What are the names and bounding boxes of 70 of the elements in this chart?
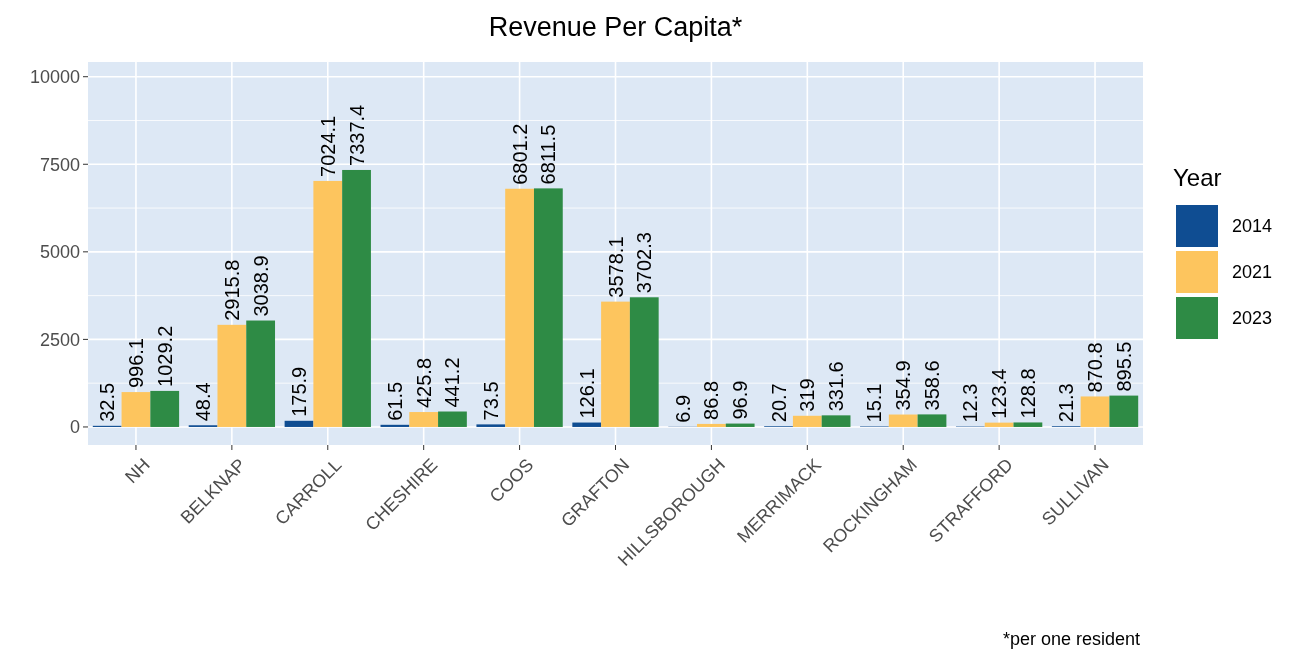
data-label: 331.6 xyxy=(825,361,848,412)
data-label: 870.8 xyxy=(1084,342,1107,393)
data-label: 895.5 xyxy=(1112,341,1135,392)
data-label: 3578.1 xyxy=(604,236,627,298)
data-label: 61.5 xyxy=(383,381,406,421)
data-label: 6.9 xyxy=(671,394,694,423)
legend-title: Year xyxy=(1173,164,1222,191)
bar xyxy=(888,414,918,427)
bar xyxy=(1109,395,1139,427)
data-label: 21.3 xyxy=(1055,383,1078,423)
bar xyxy=(217,324,247,427)
bar xyxy=(601,301,630,427)
bar xyxy=(533,188,563,427)
data-label: 32.5 xyxy=(96,382,119,422)
bar xyxy=(150,390,180,427)
bar xyxy=(409,412,439,427)
data-label: 358.6 xyxy=(921,360,943,411)
bar xyxy=(438,411,467,427)
bar xyxy=(792,415,822,427)
bar xyxy=(821,415,851,427)
data-label: 6811.5 xyxy=(537,124,560,185)
legend-label: 2023 xyxy=(1232,308,1273,329)
data-label: 73.5 xyxy=(479,381,502,421)
data-label: 20.7 xyxy=(767,383,790,423)
data-label: 354.9 xyxy=(892,360,915,411)
bar xyxy=(476,424,506,427)
bar xyxy=(917,414,947,427)
legend-label: 2014 xyxy=(1232,216,1273,237)
data-label: 96.9 xyxy=(729,380,752,420)
data-label: 15.1 xyxy=(863,383,886,423)
bar xyxy=(1013,422,1043,427)
bar xyxy=(629,297,659,427)
data-label: 48.4 xyxy=(192,382,215,422)
bar xyxy=(246,320,276,427)
data-label: 7337.4 xyxy=(345,104,368,166)
data-label: 123.4 xyxy=(988,368,1011,419)
bar xyxy=(572,422,602,427)
bar xyxy=(284,420,314,427)
text: *per one resident xyxy=(1002,629,1140,649)
data-label: 7024.1 xyxy=(316,115,339,177)
data-label: 12.3 xyxy=(959,383,982,423)
data-label: 3702.3 xyxy=(633,232,656,294)
bar xyxy=(380,424,410,427)
bar xyxy=(505,188,534,427)
chart-title: Revenue Per Capita* xyxy=(488,12,743,42)
data-label: 1029.2 xyxy=(153,325,176,387)
y-tick-label: 5000 xyxy=(39,242,80,263)
data-label: 2915.8 xyxy=(220,259,243,321)
y-tick-label: 0 xyxy=(69,417,80,438)
data-label: 6801.2 xyxy=(508,123,531,185)
data-label: 86.8 xyxy=(700,380,723,420)
bar xyxy=(313,180,343,427)
data-label: 441.2 xyxy=(441,357,464,408)
data-label: 128.8 xyxy=(1016,368,1039,419)
data-label: 126.1 xyxy=(575,368,598,419)
data-label: 3038.9 xyxy=(249,255,272,317)
y-tick-label: 10000 xyxy=(29,67,80,88)
y-tick-label: 7500 xyxy=(39,154,80,175)
data-label: 425.8 xyxy=(412,357,435,409)
bar xyxy=(1080,396,1110,427)
data-label: 175.9 xyxy=(288,366,310,417)
bar xyxy=(342,169,371,427)
bar xyxy=(121,392,151,427)
y-tick-label: 2500 xyxy=(39,329,80,350)
data-label: 319 xyxy=(796,378,819,412)
data-label: 996.1 xyxy=(124,338,147,389)
legend-label: 2021 xyxy=(1232,262,1273,283)
bar xyxy=(697,423,726,427)
x-tick-label: NH xyxy=(121,454,154,488)
bar xyxy=(984,422,1014,427)
